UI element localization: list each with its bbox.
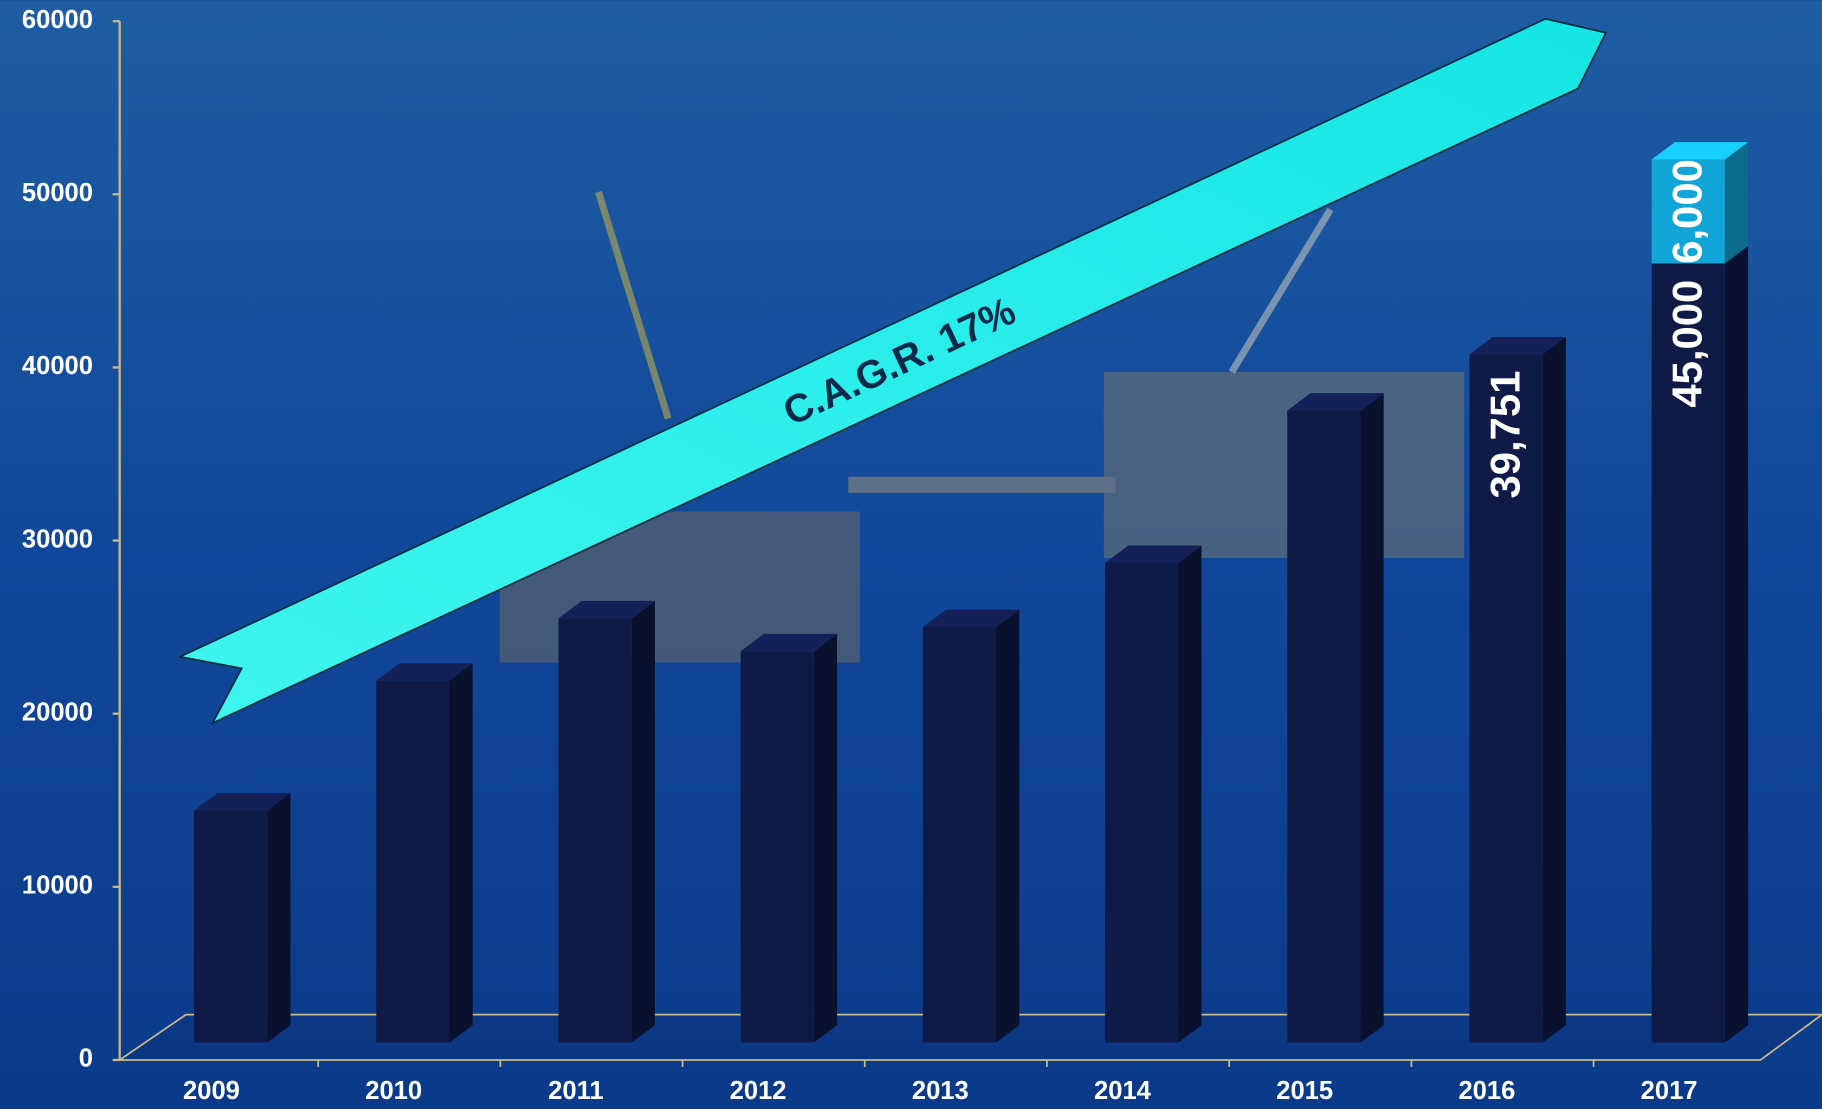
bar [376,663,473,1043]
bar-front [1105,562,1179,1043]
bar: 45,000 [1651,245,1749,1043]
y-tick-label: 60000 [22,6,93,34]
bar-top [1287,393,1384,411]
x-tick-label: 2017 [1641,1077,1698,1105]
x-tick-label: 2009 [183,1077,240,1105]
bar [1105,545,1202,1043]
bar-side [1178,545,1202,1043]
x-tick-label: 2010 [365,1077,422,1105]
bar-top [1105,545,1202,563]
bar-side [631,600,655,1043]
bar-front [194,810,268,1043]
bar [558,600,655,1043]
bar-front [1651,263,1725,1043]
bar-front [1651,159,1725,264]
value-label: 45,000 [1664,280,1711,408]
bar-top [376,663,473,681]
x-tick-label: 2015 [1276,1077,1333,1105]
bar-side [1542,336,1566,1043]
bar-front [376,680,450,1043]
arrow-shape [177,17,1608,725]
bar [194,793,291,1043]
y-tick-label: 10000 [22,872,93,900]
x-tick-label: 2011 [548,1077,603,1105]
bar-top [1651,142,1749,160]
bar: 39,751 [1469,336,1566,1043]
bar [922,609,1020,1043]
y-tick-label: 50000 [22,179,93,207]
x-tick-label: 2014 [1094,1077,1152,1105]
bar-top [558,600,655,619]
bar-top [922,609,1020,628]
bar-front [1469,354,1543,1043]
bar: 6,000 [1651,142,1749,264]
bar-side [1724,142,1749,264]
bar-side [1724,245,1749,1043]
x-tick-label: 2013 [912,1077,969,1105]
bar-top [1469,336,1566,355]
x-tick-label: 2012 [730,1077,787,1105]
bar [1287,393,1384,1043]
bar-side [996,609,1020,1043]
bar-side [267,793,291,1043]
value-label: 39,751 [1481,371,1528,499]
bar-front [740,651,814,1043]
y-tick-label: 0 [79,1045,93,1073]
y-tick-label: 30000 [22,525,93,553]
bar-top [740,633,838,652]
y-tick-label: 40000 [22,352,93,380]
x-tick-label: 2016 [1458,1077,1515,1105]
bar-front [1287,410,1361,1043]
bar [740,633,838,1043]
bar-top [194,793,291,811]
bar-side [1360,393,1384,1043]
bar-side [449,663,473,1043]
bar-front [922,627,997,1043]
bar-side [813,633,838,1043]
y-tick-label: 20000 [22,698,93,726]
bar-front [558,618,632,1043]
value-label: 6,000 [1664,159,1711,264]
